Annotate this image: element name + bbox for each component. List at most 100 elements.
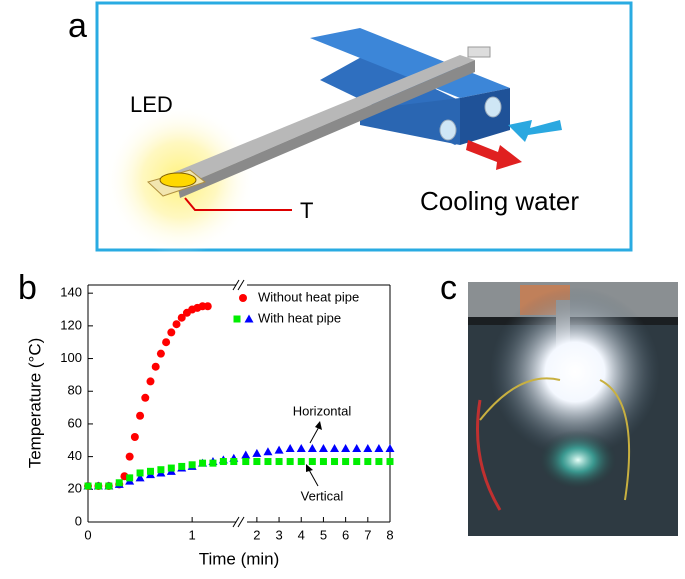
marker bbox=[264, 458, 272, 466]
marker bbox=[353, 458, 361, 466]
photo-light bbox=[490, 287, 660, 457]
marker bbox=[233, 315, 241, 323]
marker bbox=[286, 458, 294, 466]
marker bbox=[136, 469, 144, 477]
block-top bbox=[310, 28, 510, 98]
marker bbox=[252, 448, 262, 457]
legend-label: With heat pipe bbox=[258, 310, 341, 325]
x-tick-label: 6 bbox=[342, 527, 349, 542]
marker bbox=[115, 479, 123, 487]
marker bbox=[364, 458, 372, 466]
annotation-arrow bbox=[315, 421, 322, 430]
marker bbox=[146, 467, 154, 475]
marker bbox=[241, 450, 251, 459]
marker bbox=[230, 458, 238, 466]
marker bbox=[136, 411, 145, 420]
photo-spot bbox=[538, 430, 618, 490]
marker bbox=[130, 433, 139, 442]
marker bbox=[125, 452, 134, 461]
axis-break bbox=[237, 279, 245, 291]
marker bbox=[275, 458, 283, 466]
annotation: Vertical bbox=[301, 488, 344, 503]
x-tick-label: 0 bbox=[84, 527, 91, 542]
led-chip bbox=[159, 172, 197, 188]
heat-pipe bbox=[178, 60, 475, 198]
x-axis-label: Time (min) bbox=[199, 549, 280, 568]
outflow-arrow bbox=[466, 140, 522, 170]
axis-break bbox=[232, 279, 240, 291]
marker bbox=[94, 482, 102, 490]
marker bbox=[167, 328, 176, 337]
thermocouple bbox=[184, 197, 292, 211]
axis-break bbox=[232, 516, 240, 528]
x-tick-label: 5 bbox=[320, 527, 327, 542]
marker bbox=[244, 314, 254, 323]
port bbox=[484, 96, 502, 118]
y-axis-label: Temperature (°C) bbox=[25, 338, 44, 469]
x-tick-label: 4 bbox=[298, 527, 305, 542]
y-tick-label: 40 bbox=[68, 448, 82, 463]
heat-pipe bbox=[160, 55, 475, 188]
marker bbox=[386, 458, 394, 466]
marker bbox=[188, 461, 196, 469]
marker bbox=[199, 459, 207, 467]
y-tick-label: 60 bbox=[68, 415, 82, 430]
x-tick-label: 3 bbox=[275, 527, 282, 542]
marker bbox=[297, 458, 305, 466]
label: Cooling water bbox=[420, 186, 579, 216]
x-tick-label: 1 bbox=[189, 527, 196, 542]
annotation: Horizontal bbox=[293, 403, 352, 418]
marker bbox=[162, 338, 171, 347]
pipe-end bbox=[467, 46, 491, 58]
marker bbox=[296, 443, 306, 452]
marker bbox=[318, 443, 328, 452]
marker bbox=[239, 294, 247, 302]
marker bbox=[172, 320, 181, 329]
marker bbox=[285, 443, 295, 452]
panel-label: b bbox=[18, 269, 37, 307]
marker bbox=[308, 458, 316, 466]
y-tick-label: 20 bbox=[68, 481, 82, 496]
marker bbox=[374, 443, 384, 452]
marker bbox=[341, 443, 351, 452]
annotation-arrow bbox=[307, 467, 319, 487]
marker bbox=[209, 459, 217, 467]
y-tick-label: 120 bbox=[60, 317, 82, 332]
marker bbox=[319, 458, 327, 466]
port bbox=[439, 119, 457, 141]
marker bbox=[177, 313, 186, 322]
panel-label: c bbox=[440, 269, 457, 307]
annotation-arrow bbox=[306, 464, 313, 472]
marker bbox=[156, 349, 165, 358]
y-tick-label: 80 bbox=[68, 383, 82, 398]
label: T bbox=[300, 198, 313, 223]
marker bbox=[242, 458, 250, 466]
plot: 0 20 40 60 80 100 120 140 0 1 2 3 4 5 6 7 8 Time (min) Tem… bbox=[25, 279, 395, 568]
marker bbox=[203, 302, 212, 311]
legend-label: Without heat pipe bbox=[258, 289, 359, 304]
marker bbox=[84, 482, 92, 490]
photo-wire bbox=[479, 377, 631, 501]
marker bbox=[126, 474, 134, 482]
marker bbox=[307, 443, 317, 452]
marker bbox=[342, 458, 350, 466]
marker bbox=[375, 458, 383, 466]
inflow-arrow bbox=[508, 120, 562, 142]
marker bbox=[352, 443, 362, 452]
panel-frame bbox=[95, 1, 633, 252]
marker bbox=[363, 443, 373, 452]
panel-label: a bbox=[68, 7, 87, 45]
marker bbox=[219, 458, 227, 466]
x-tick-label: 2 bbox=[253, 527, 260, 542]
marker bbox=[178, 462, 186, 470]
y-tick-label: 100 bbox=[60, 350, 82, 365]
marker bbox=[167, 464, 175, 472]
marker bbox=[385, 443, 395, 452]
x-tick-label: 7 bbox=[364, 527, 371, 542]
y-tick-label: 0 bbox=[75, 513, 82, 528]
marker bbox=[151, 362, 160, 371]
marker bbox=[157, 466, 165, 474]
marker bbox=[330, 443, 340, 452]
marker bbox=[253, 458, 261, 466]
